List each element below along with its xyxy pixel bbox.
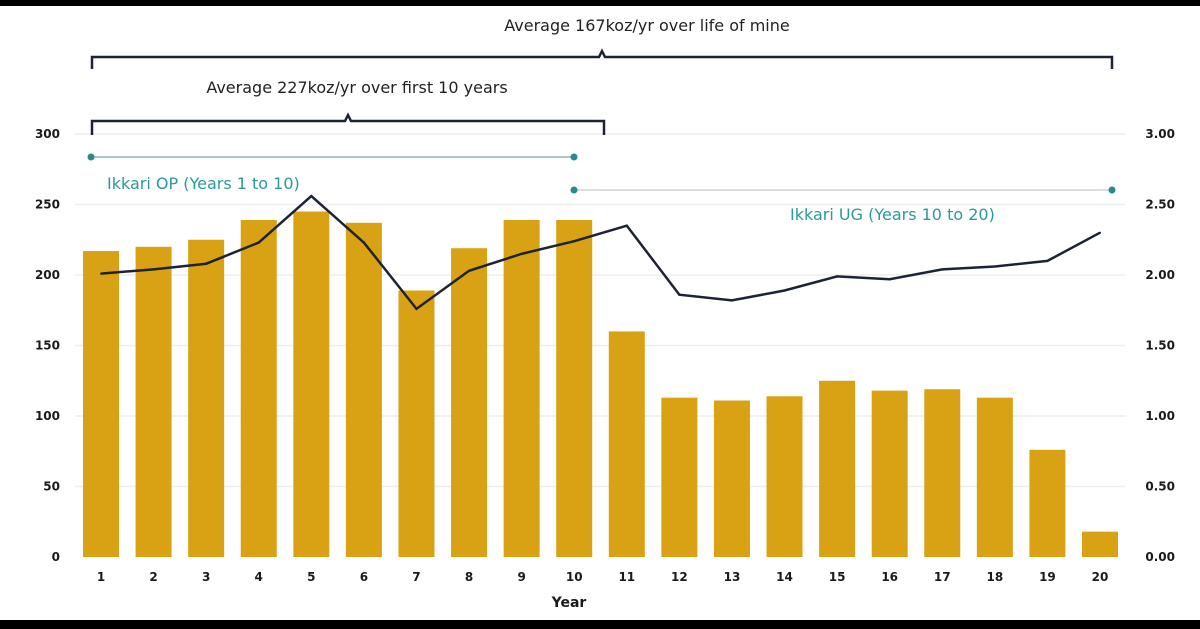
bar: [1082, 531, 1118, 557]
first-10-years-brace: [90, 112, 606, 135]
x-axis-tick: 17: [934, 570, 951, 584]
bar: [713, 400, 750, 557]
life-of-mine-brace: [90, 48, 1114, 69]
x-axis-tick: 3: [202, 570, 210, 584]
bar: [398, 290, 435, 557]
line-point: [730, 299, 733, 302]
line-point: [1099, 231, 1101, 234]
bar: [556, 220, 593, 557]
chart-container: 0 50 100 150 200 250 300 0.00 0.50 1.00 1.50 2.00 2.…: [0, 6, 1200, 620]
x-axis-tick: 7: [412, 570, 420, 584]
right-axis-tick: 1.00: [1145, 409, 1175, 423]
line-point: [1046, 259, 1049, 262]
bar: [976, 397, 1013, 557]
x-axis-tick: 16: [881, 570, 898, 584]
x-axis-tick: 18: [986, 570, 1003, 584]
left-axis-tick: 50: [43, 480, 60, 494]
right-axis-tick: 1.50: [1145, 339, 1175, 353]
op-range-marker: [87, 153, 578, 161]
ug-label: Ikkari UG (Years 10 to 20): [790, 205, 995, 224]
bar: [188, 239, 225, 557]
line-point: [468, 269, 471, 272]
x-axis-tick: 20: [1092, 570, 1109, 584]
grade-line: [100, 194, 1101, 311]
x-axis-tick: 6: [360, 570, 368, 584]
line-point: [152, 268, 155, 271]
x-axis-tick: 19: [1039, 570, 1056, 584]
right-axis-tick: 2.00: [1145, 268, 1175, 282]
line-point: [573, 240, 576, 243]
bar: [345, 222, 382, 557]
line-point: [257, 241, 260, 244]
line-point: [993, 265, 996, 268]
line-point: [415, 307, 418, 310]
line-point: [520, 252, 523, 255]
right-axis-tick: 2.50: [1145, 198, 1175, 212]
line-point: [625, 224, 628, 227]
line-point: [678, 293, 681, 296]
x-axis-tick: 10: [566, 570, 583, 584]
line-point: [362, 241, 365, 244]
op-label: Ikkari OP (Years 1 to 10): [107, 174, 300, 193]
line-point: [783, 289, 786, 292]
x-axis-tick: 2: [149, 570, 157, 584]
bar: [503, 220, 540, 557]
line-point: [941, 268, 944, 271]
line-point: [205, 262, 208, 265]
bar: [293, 211, 330, 558]
bar: [661, 397, 698, 557]
left-axis-tick: 200: [35, 268, 60, 282]
bar: [135, 246, 172, 558]
x-axis-tick: 4: [255, 570, 263, 584]
ug-range-marker: [570, 186, 1116, 194]
x-axis-tick: 15: [829, 570, 846, 584]
x-axis-tick: 13: [724, 570, 741, 584]
bar: [608, 331, 645, 557]
x-axis-tick: 12: [671, 570, 688, 584]
x-axis-tick: 8: [465, 570, 473, 584]
line-point: [836, 275, 839, 278]
left-axis-tick: 100: [35, 409, 60, 423]
line-point: [100, 272, 102, 275]
bar: [871, 390, 908, 557]
x-axis-tick: 11: [618, 570, 635, 584]
bar: [1029, 449, 1066, 557]
line-point: [310, 195, 313, 198]
left-axis-tick: 150: [35, 339, 60, 353]
life-of-mine-label: Average 167koz/yr over life of mine: [504, 16, 789, 35]
right-axis-tick: 0.00: [1145, 550, 1175, 564]
left-axis-tick: 250: [35, 198, 60, 212]
left-axis-tick: 0: [52, 550, 60, 564]
x-axis-tick: 9: [517, 570, 525, 584]
line-point: [888, 278, 891, 281]
right-axis-tick: 3.00: [1145, 127, 1175, 141]
x-axis-tick: 1: [97, 570, 105, 584]
bar: [924, 389, 961, 557]
bar: [819, 380, 856, 557]
left-axis-tick: 300: [35, 127, 60, 141]
x-axis-title: Year: [551, 595, 587, 611]
bar: [766, 396, 803, 557]
bar: [240, 220, 277, 557]
right-axis-tick: 0.50: [1145, 480, 1175, 494]
first-10-years-label: Average 227koz/yr over first 10 years: [206, 78, 507, 97]
bar: [451, 248, 488, 557]
x-axis-tick: 5: [307, 570, 315, 584]
x-axis-tick: 14: [776, 570, 793, 584]
bar: [83, 251, 119, 557]
